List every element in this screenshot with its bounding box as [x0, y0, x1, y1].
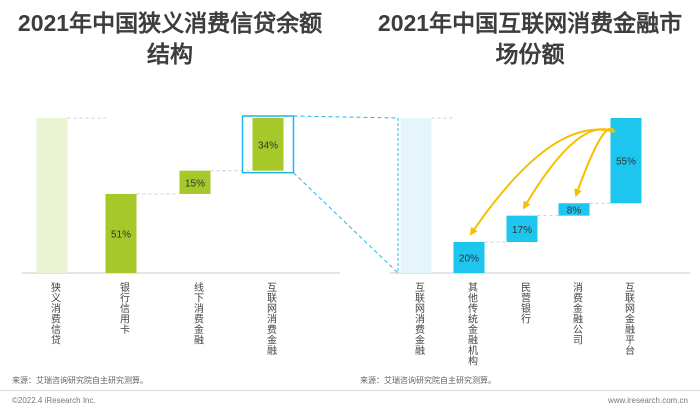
- category-label-1-4-1: 联: [625, 293, 635, 305]
- data-label-0-3: 34%: [258, 140, 278, 151]
- category-label-0-0-5: 贷: [51, 334, 61, 347]
- website-text: www.iresearch.com.cn: [607, 396, 688, 405]
- category-label-0-3-2: 网: [267, 303, 277, 315]
- left-source-note: 来源：艾瑞咨询研究院自主研究测算。: [12, 376, 148, 385]
- arrow-to-traditional: [469, 128, 615, 236]
- category-label-0-2-0: 线: [194, 281, 204, 294]
- category-label-1-2-2: 银: [521, 302, 531, 315]
- bar-1-0: [400, 118, 432, 273]
- category-label-1-1-3: 统: [468, 313, 478, 326]
- category-label-0-3-3: 消: [267, 313, 277, 326]
- category-label-1-1-7: 构: [468, 355, 478, 368]
- category-label-0-1-3: 用: [120, 315, 130, 326]
- category-label-0-2-3: 费: [194, 313, 204, 326]
- data-label-0-2: 15%: [185, 178, 205, 189]
- data-label-1-4: 55%: [616, 157, 636, 168]
- category-label-1-3-0: 消: [573, 281, 583, 294]
- bar-0-3: [252, 118, 284, 171]
- category-label-1-3-4: 公: [573, 325, 583, 336]
- data-label-1-3: 8%: [567, 205, 582, 216]
- right-chart-title: 2021年中国互联网消费金融市场份额: [377, 10, 683, 67]
- bar-0-2: [179, 170, 211, 194]
- bar-1-4: [610, 118, 642, 204]
- copyright-text: ©2022.4 iResearch Inc.: [12, 396, 96, 405]
- category-label-1-4-5: 平: [625, 336, 635, 347]
- category-label-1-4-6: 台: [625, 344, 635, 357]
- category-label-0-3-4: 费: [267, 323, 277, 336]
- arrow-to-consumer-finance: [574, 127, 616, 198]
- category-label-1-1-4: 金: [468, 323, 478, 336]
- category-label-0-3-5: 金: [267, 334, 277, 347]
- zoom-line-bottom: [293, 172, 399, 274]
- category-label-0-0-4: 信: [51, 324, 61, 336]
- footer-divider: [0, 390, 700, 391]
- category-label-1-1-1: 他: [468, 292, 478, 305]
- arrow-to-private-bank: [522, 128, 615, 210]
- category-label-0-0-1: 义: [51, 293, 61, 305]
- category-label-0-2-2: 消: [194, 302, 204, 315]
- category-label-1-4-3: 金: [625, 313, 635, 326]
- category-label-0-1-2: 信: [120, 303, 130, 315]
- category-label-0-2-4: 金: [194, 323, 204, 336]
- category-label-0-2-1: 下: [194, 294, 204, 305]
- category-label-1-1-0: 其: [468, 282, 478, 294]
- bar-1-2: [506, 215, 538, 242]
- category-label-1-3-5: 司: [573, 336, 583, 347]
- category-label-0-2-5: 融: [194, 335, 204, 347]
- highlight-box: [241, 115, 295, 174]
- category-label-1-4-4: 融: [625, 324, 635, 336]
- category-label-1-2-0: 民: [521, 282, 531, 294]
- category-label-1-2-3: 行: [521, 313, 531, 326]
- category-label-0-3-1: 联: [267, 293, 277, 305]
- category-label-0-3-6: 融: [267, 345, 277, 357]
- category-label-1-4-2: 网: [625, 303, 635, 315]
- category-label-1-3-1: 费: [573, 292, 583, 305]
- category-label-1-0-4: 费: [415, 323, 425, 336]
- category-label-1-0-2: 网: [415, 303, 425, 315]
- category-label-1-1-6: 机: [468, 344, 478, 357]
- category-label-1-0-5: 金: [415, 334, 425, 347]
- category-label-0-3-0: 互: [267, 282, 277, 294]
- category-label-1-0-1: 联: [415, 293, 425, 305]
- category-label-1-1-2: 传: [468, 303, 478, 315]
- category-label-0-1-1: 行: [120, 292, 130, 305]
- category-label-1-0-6: 融: [415, 345, 425, 357]
- data-label-0-1: 51%: [111, 229, 131, 240]
- category-label-1-4-0: 互: [625, 282, 635, 294]
- category-label-0-0-2: 消: [51, 302, 61, 315]
- data-label-1-1: 20%: [459, 254, 479, 265]
- bar-1-1: [453, 242, 485, 273]
- category-label-1-3-2: 金: [573, 302, 583, 315]
- category-label-1-0-0: 互: [415, 282, 425, 294]
- category-label-0-0-0: 狭: [51, 281, 61, 294]
- data-label-1-2: 17%: [512, 225, 532, 236]
- bar-1-3: [558, 203, 590, 216]
- category-label-0-1-0: 银: [120, 281, 130, 294]
- right-source-note: 来源：艾瑞咨询研究院自主研究测算。: [360, 376, 496, 385]
- category-label-0-0-3: 费: [51, 313, 61, 326]
- left-chart-title: 2021年中国狭义消费信贷余额结构: [17, 10, 323, 67]
- bar-0-1: [105, 193, 137, 273]
- category-label-1-2-1: 营: [521, 292, 531, 305]
- category-label-1-0-3: 消: [415, 313, 425, 326]
- category-label-1-1-5: 融: [468, 335, 478, 347]
- bar-0-0: [36, 118, 68, 273]
- zoom-line-top: [293, 115, 399, 119]
- category-label-0-1-4: 卡: [120, 323, 130, 336]
- category-label-1-3-3: 融: [573, 314, 583, 326]
